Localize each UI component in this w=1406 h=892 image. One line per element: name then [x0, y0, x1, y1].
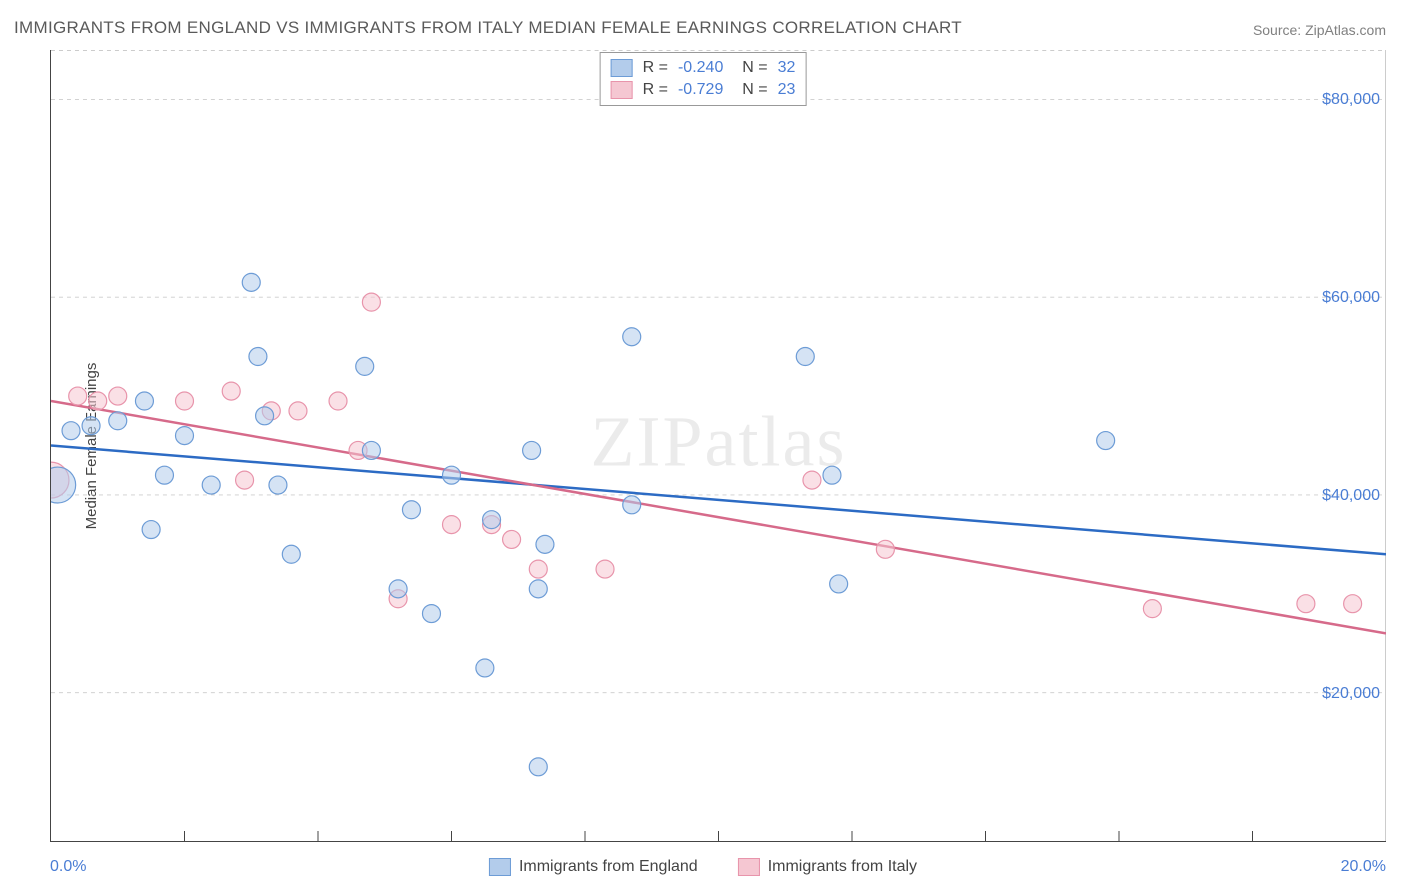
plot-area: ZIPatlas [50, 50, 1386, 842]
legend-swatch [611, 59, 633, 77]
legend-correlation-box: R = -0.240 N = 32 R = -0.729 N = 23 [600, 52, 807, 106]
chart-title: IMMIGRANTS FROM ENGLAND VS IMMIGRANTS FR… [14, 18, 962, 38]
legend-swatch [611, 81, 633, 99]
legend-swatch [489, 858, 511, 876]
legend-correlation-row: R = -0.240 N = 32 [611, 57, 796, 79]
legend-series: Immigrants from England Immigrants from I… [489, 858, 917, 876]
chart-source: Source: ZipAtlas.com [1253, 22, 1386, 38]
legend-stat-label: N = [733, 59, 767, 77]
y-tick-label: $60,000 [1322, 289, 1380, 307]
legend-series-item: Immigrants from Italy [738, 858, 917, 876]
legend-stat-label: R = [643, 59, 668, 77]
legend-correlation-row: R = -0.729 N = 23 [611, 79, 796, 101]
legend-stat-label: N = [733, 81, 767, 99]
legend-stat-value: 32 [778, 59, 796, 77]
scatter-plot-svg [51, 50, 1386, 841]
y-tick-label: $80,000 [1322, 91, 1380, 109]
y-tick-label: $40,000 [1322, 487, 1380, 505]
legend-stat-value: -0.729 [678, 81, 723, 99]
legend-stat-value: 23 [778, 81, 796, 99]
legend-stat-value: -0.240 [678, 59, 723, 77]
y-tick-label: $20,000 [1322, 685, 1380, 703]
chart-container: IMMIGRANTS FROM ENGLAND VS IMMIGRANTS FR… [0, 0, 1406, 892]
legend-swatch [738, 858, 760, 876]
legend-stat-label: R = [643, 81, 668, 99]
legend-series-label: Immigrants from Italy [768, 858, 917, 876]
legend-series-label: Immigrants from England [519, 858, 698, 876]
legend-series-item: Immigrants from England [489, 858, 698, 876]
x-tick-label: 20.0% [1341, 858, 1386, 876]
x-tick-label: 0.0% [50, 858, 86, 876]
